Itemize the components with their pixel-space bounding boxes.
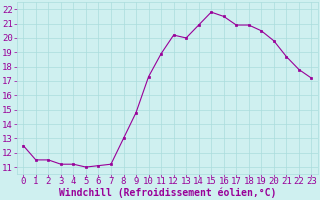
- X-axis label: Windchill (Refroidissement éolien,°C): Windchill (Refroidissement éolien,°C): [59, 187, 276, 198]
